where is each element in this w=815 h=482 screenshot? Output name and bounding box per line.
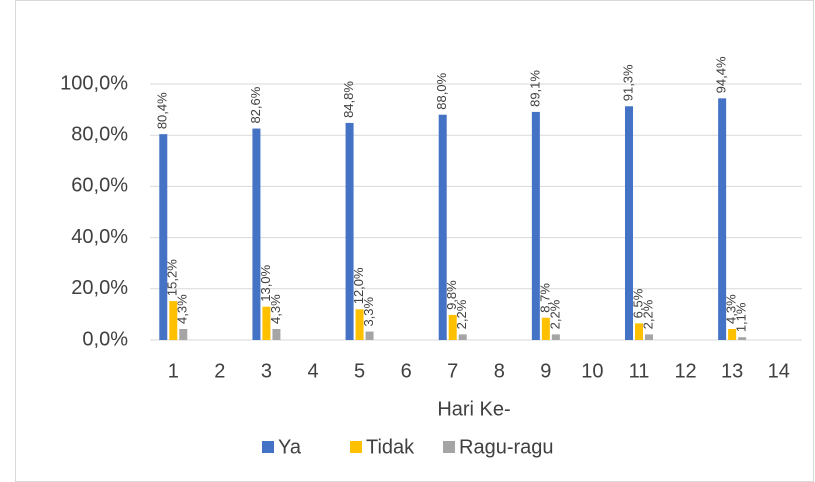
data-label: 80,4% [155,92,170,129]
data-label: 1,1% [734,302,749,332]
bar [718,98,727,340]
data-label: 13,0% [258,264,273,301]
bar [252,128,261,340]
bar [635,323,643,340]
legend-label: Ragu-ragu [459,436,554,458]
bar [448,314,457,340]
bar [262,306,271,340]
x-tick-label: 10 [581,360,603,382]
x-tick-label: 6 [401,360,412,382]
bar [272,328,281,340]
x-tick-label: 7 [447,360,458,382]
bar [438,114,447,340]
x-tick-label: 12 [674,360,696,382]
x-tick-label: 3 [261,360,272,382]
legend-swatch [350,441,362,453]
y-tick-label: 40,0% [71,226,128,248]
bar [179,328,188,340]
data-label: 91,3% [620,64,635,101]
y-tick-label: 100,0% [60,72,128,94]
data-label: 3,3% [361,296,376,326]
data-label: 88,0% [434,72,449,109]
y-tick-label: 0,0% [82,328,128,350]
data-label: 4,3% [724,294,739,324]
bar [159,134,168,340]
bar [738,337,747,340]
x-tick-label: 2 [214,360,225,382]
x-tick-label: 5 [354,360,365,382]
data-label: 2,2% [454,299,469,329]
x-tick-label: 9 [540,360,551,382]
legend-swatch [443,441,455,453]
x-tick-label: 8 [494,360,505,382]
legend-label: Ya [278,436,302,458]
bar [625,106,633,340]
bar [345,122,354,340]
bar [541,317,550,340]
bar [355,309,364,340]
bar [728,328,737,340]
data-label: 84,8% [341,81,356,118]
bar [365,331,374,340]
data-label: 94,4% [714,56,729,93]
legend-swatch [262,441,274,453]
data-label: 2,2% [640,299,655,329]
data-label: 6,5% [630,288,645,318]
x-tick-label: 11 [629,360,650,382]
data-label: 8,7% [537,283,552,313]
data-label: 4,3% [268,294,283,324]
y-tick-label: 80,0% [71,123,128,145]
data-label: 15,2% [165,259,180,296]
data-label: 82,6% [248,86,263,123]
x-tick-label: 4 [307,360,318,382]
chart-frame [15,0,814,482]
bar [169,301,178,340]
data-label: 89,1% [527,70,542,107]
bar [645,334,653,340]
y-tick-label: 60,0% [71,175,128,197]
data-label: 9,8% [444,280,459,310]
data-label: 2,2% [547,299,562,329]
data-label: 4,3% [175,294,190,324]
x-tick-label: 14 [768,360,790,382]
y-tick-label: 20,0% [71,277,128,299]
data-label: 12,0% [351,267,366,304]
legend-label: Tidak [366,436,415,458]
bar [551,334,560,340]
x-tick-label: 13 [721,360,743,382]
bar [531,111,540,341]
x-tick-label: 1 [168,360,179,382]
x-axis-label: Hari Ke- [437,398,510,420]
bar [458,334,467,340]
